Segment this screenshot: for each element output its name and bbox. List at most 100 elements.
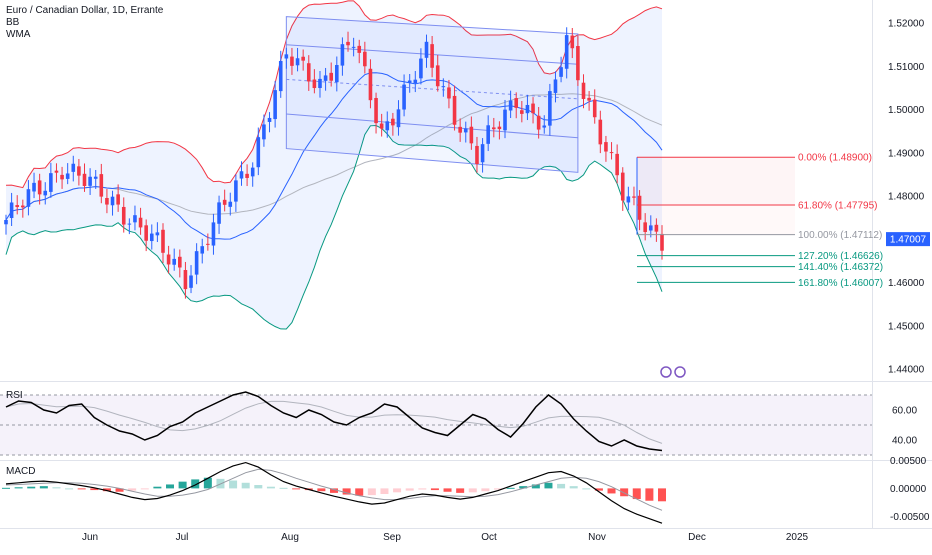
candle-body bbox=[598, 119, 603, 145]
macd-histogram-bar bbox=[65, 488, 74, 490]
candle-body bbox=[581, 82, 586, 99]
candle-body bbox=[234, 180, 238, 202]
candle-body bbox=[587, 97, 591, 101]
candle-body bbox=[637, 195, 642, 220]
time-tick-label: Nov bbox=[588, 532, 606, 543]
indicator-wma-label: WMA bbox=[6, 29, 31, 40]
candle-body bbox=[82, 173, 87, 186]
candle-body bbox=[514, 98, 519, 108]
candle-body bbox=[357, 45, 362, 53]
macd-histogram-bar bbox=[380, 488, 389, 494]
macd-histogram-bar bbox=[645, 488, 654, 501]
candle-body bbox=[503, 109, 507, 131]
candle-body bbox=[77, 166, 81, 176]
macd-histogram-bar bbox=[241, 482, 250, 489]
macd-histogram-bar bbox=[166, 484, 174, 489]
macd-histogram-bar bbox=[519, 486, 528, 489]
candle-body bbox=[335, 65, 339, 83]
candle-body bbox=[127, 223, 132, 225]
rsi-tick-label: 40.00 bbox=[892, 436, 917, 447]
candle-body bbox=[340, 44, 345, 66]
macd-histogram-bar bbox=[430, 488, 439, 491]
candle-body bbox=[256, 137, 261, 168]
candle-body bbox=[290, 56, 294, 66]
candle-body bbox=[491, 127, 496, 130]
candle-body bbox=[548, 91, 552, 126]
macd-histogram-bar bbox=[14, 487, 23, 489]
macd-histogram-bar bbox=[2, 487, 10, 489]
candle-body bbox=[161, 229, 165, 253]
candle-body bbox=[306, 63, 311, 82]
fib-level-label: 127.20% (1.46626) bbox=[798, 251, 883, 262]
macd-histogram-bar bbox=[39, 486, 48, 489]
candle-body bbox=[99, 174, 104, 197]
candle-body bbox=[267, 117, 272, 122]
macd-histogram-bar bbox=[52, 487, 61, 489]
candle-body bbox=[615, 153, 619, 176]
macd-histogram-bar bbox=[418, 488, 427, 490]
candle-body bbox=[379, 123, 384, 129]
candle-body bbox=[138, 217, 143, 228]
price-tick-label: 1.45000 bbox=[888, 321, 925, 332]
candle-body bbox=[385, 121, 390, 131]
macd-tick-label: 0.00500 bbox=[890, 456, 927, 467]
candle-body bbox=[475, 145, 479, 164]
candle-body bbox=[183, 270, 188, 290]
candle-body bbox=[402, 84, 406, 110]
fib-level-label: 161.80% (1.46007) bbox=[798, 278, 883, 289]
candle-body bbox=[396, 109, 401, 128]
candle-body bbox=[110, 196, 115, 206]
macd-histogram-bar bbox=[254, 485, 263, 489]
candle-body bbox=[105, 197, 109, 205]
macd-histogram-bar bbox=[506, 487, 515, 489]
candle-body bbox=[329, 72, 333, 81]
candle-body bbox=[43, 190, 48, 196]
time-tick-label: Aug bbox=[281, 532, 299, 543]
candle-body bbox=[217, 202, 221, 224]
macd-histogram-bar bbox=[531, 484, 540, 489]
candle-body bbox=[480, 144, 485, 163]
candle-body bbox=[93, 176, 98, 179]
candle-body bbox=[15, 205, 20, 208]
macd-histogram-bar bbox=[229, 480, 238, 489]
candle-body bbox=[660, 233, 664, 251]
macd-line bbox=[5, 461, 663, 524]
candle-body bbox=[531, 103, 535, 114]
candle-body bbox=[486, 125, 490, 144]
candle-body bbox=[206, 243, 210, 245]
time-tick-label: Sep bbox=[383, 532, 401, 543]
macd-histogram-bar bbox=[330, 488, 338, 493]
macd-tick-label: -0.00500 bbox=[890, 512, 930, 523]
candle-body bbox=[172, 258, 177, 265]
macd-histogram-bar bbox=[191, 479, 200, 489]
macd-histogram-bar bbox=[90, 488, 99, 491]
candle-body bbox=[368, 68, 373, 101]
macd-histogram-bar bbox=[27, 486, 36, 489]
candle-body bbox=[60, 174, 64, 180]
price-tick-label: 1.51000 bbox=[888, 62, 925, 73]
macd-tick-label: 0.00000 bbox=[890, 484, 927, 495]
fib-level-label: 61.80% (1.47795) bbox=[798, 201, 878, 212]
last-price-value: 1.47007 bbox=[890, 235, 927, 246]
macd-histogram-bar bbox=[102, 488, 111, 492]
candle-body bbox=[463, 128, 468, 133]
candle-body bbox=[262, 124, 266, 140]
time-tick-label: Jul bbox=[176, 532, 189, 543]
time-tick-label: Dec bbox=[688, 532, 706, 543]
symbol-title: Euro / Canadian Dollar, 1D, Errante bbox=[6, 5, 164, 16]
candle-body bbox=[520, 110, 524, 114]
candle-body bbox=[458, 126, 462, 133]
candle-body bbox=[609, 152, 614, 154]
candle-body bbox=[200, 246, 205, 254]
candle-body bbox=[49, 173, 53, 192]
candle-body bbox=[542, 125, 547, 128]
candle-body bbox=[26, 189, 31, 207]
bb-lower-line bbox=[5, 124, 663, 330]
candle-body bbox=[559, 67, 563, 77]
candle-body bbox=[250, 167, 255, 177]
candle-body bbox=[626, 196, 631, 203]
bb-basis-line bbox=[5, 72, 663, 240]
macd-histogram-bar bbox=[632, 488, 641, 500]
